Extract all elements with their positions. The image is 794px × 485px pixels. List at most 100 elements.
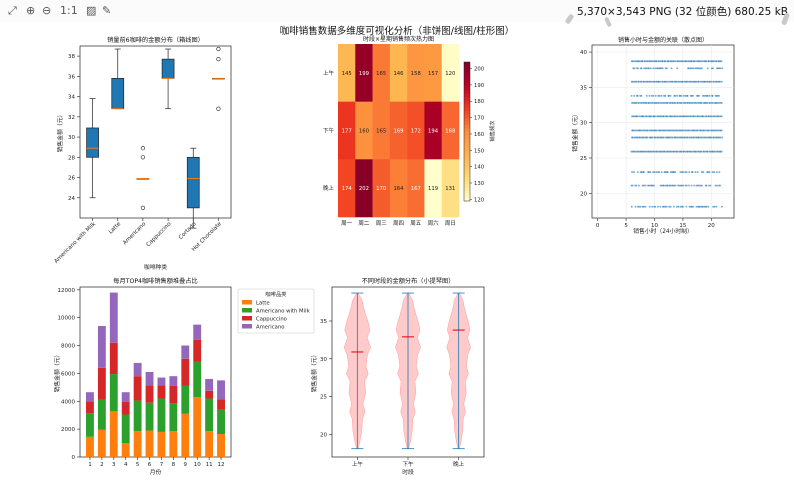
colorbar-segment [464,183,470,188]
scatter-point [674,101,677,104]
y-tick-label: 34 [68,95,75,101]
scatter-point [643,101,646,104]
heatmap-col-label: 周二 [358,220,370,227]
stack-bar-segment [205,390,214,399]
heatmap-cell-value: 158 [411,71,422,77]
scatter-point [672,150,675,153]
x-tick-label: 10 [194,462,201,468]
scatter-point [708,60,711,63]
scatter-point [664,94,667,97]
scatter-point [649,67,652,70]
scatter-point [700,136,703,139]
colorbar-segment [464,128,470,132]
scatter-point [721,136,724,139]
scatter-point [713,205,716,208]
colorbar-segment [464,148,470,153]
scatter-point [662,184,665,187]
scatter-point [688,184,690,187]
stack-bar-segment [86,436,94,457]
heatmap-cell [441,101,460,160]
scatter-point [645,115,648,118]
image-icon[interactable]: ▨ [86,4,97,17]
stack-bar-segment [145,430,154,457]
fit-window-icon[interactable]: ⤢ [8,4,17,17]
scatter-point [659,184,662,187]
stack-bar-segment [145,372,154,386]
scatter-point [633,94,636,97]
scatter-point [638,205,641,208]
heatmap-cell [355,159,373,218]
colorbar-segment [464,141,470,146]
colorbar-segment [464,89,470,94]
scatter-point [657,205,659,208]
y-tick-label: 26 [68,176,75,182]
heatmap-cell-value: 168 [445,129,456,135]
scatter-point [676,129,679,132]
scatter-point [712,205,715,208]
scatter-point [673,129,676,132]
scatter-point [671,136,674,139]
zoom-in-icon[interactable]: ⊕ [26,4,36,17]
stack-bar-segment [193,324,202,340]
scatter-point [703,205,706,208]
scatter-point [704,129,707,132]
heatmap-cell-value: 174 [342,186,353,192]
scatter-point [715,205,718,208]
scatter-point [702,136,704,139]
scatter-point [680,150,683,153]
scatter-point [716,184,719,187]
heatmap-cell-value: 146 [393,71,404,77]
scatter-point [708,94,711,97]
scatter-point [705,60,708,63]
scatter-point [700,129,703,132]
scatter-point [646,136,649,139]
scatter-point [649,80,652,83]
scatter-point [652,67,655,70]
scatter-point [653,171,656,174]
edit-icon[interactable]: ✎ [102,4,112,17]
scatter-point [703,94,706,97]
scatter-point [658,136,661,139]
colorbar-segment [464,180,470,185]
scatter-point [653,80,656,83]
stack-bar-segment [133,400,142,432]
scatter-point [685,171,688,174]
scatter-point [695,80,698,83]
zoom-label[interactable]: 1:1 [60,4,78,17]
y-tick-label: 12000 [58,288,76,294]
y-tick-label: 40 [580,50,587,56]
colorbar-segment [464,110,470,115]
stack-bar-segment [97,429,106,457]
scatter-point [642,184,645,187]
scatter-point [698,94,701,97]
scatter-point [650,150,653,153]
scatter-point [655,80,658,83]
stack-bar-segment [205,431,214,457]
scatter-point [640,171,643,174]
scatter-point [670,150,673,153]
heatmap-row-label: 上午 [323,69,335,77]
box-body [86,127,99,158]
scatter-point [714,184,717,187]
zoom-out-icon[interactable]: ⊖ [42,4,52,17]
scatter-point [707,171,710,174]
scatter-point [664,184,667,187]
scatter-point [695,101,698,104]
scatter-point [694,67,697,70]
scatter-point [696,129,699,132]
stack-bar-segment [217,399,225,410]
scatter-point [686,101,689,104]
scatter-title: 销售小时与金额的关联（散点图） [618,36,708,44]
colorbar-segment [464,145,470,150]
scatter-point [670,136,673,139]
scatter-point [662,115,665,118]
scatter-point [715,80,718,83]
heatmap-cell [355,44,373,102]
scatter-point [662,136,665,139]
scatter-point [678,80,681,83]
scatter-point [659,101,662,104]
x-tick-label: 6 [148,462,152,468]
x-axis-label: 时段 [402,468,414,476]
scatter-point [699,205,702,208]
y-tick-label: 32 [68,115,75,121]
